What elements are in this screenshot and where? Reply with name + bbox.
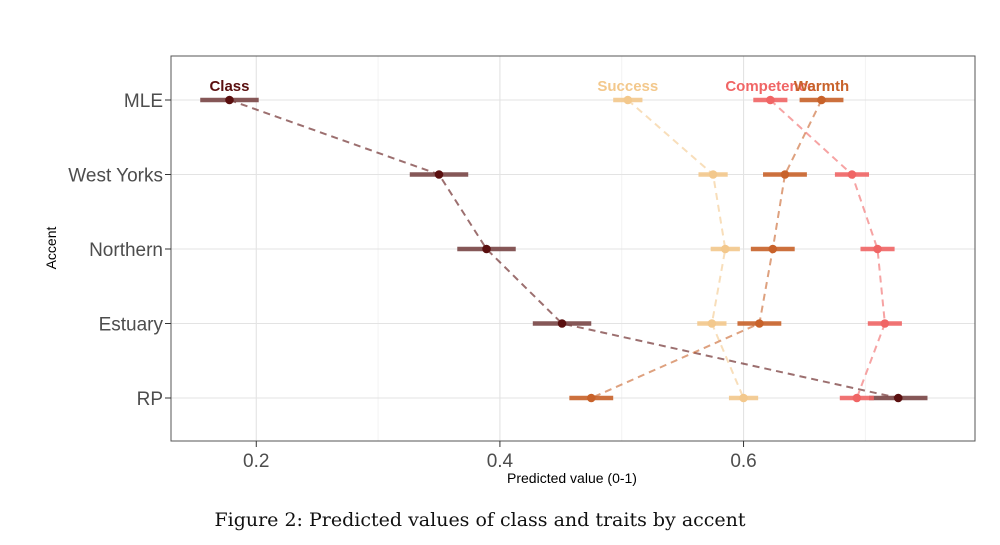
success-connector-line bbox=[627, 99, 745, 399]
y-tick-label: MLE bbox=[124, 91, 163, 112]
warmth-point bbox=[768, 244, 778, 254]
competence-point bbox=[873, 244, 882, 254]
x-tick-label: 0.6 bbox=[730, 451, 756, 472]
competence-series-label: Competence bbox=[725, 78, 815, 95]
warmth-point bbox=[755, 319, 764, 328]
class-point bbox=[434, 170, 444, 179]
competence-connector-line bbox=[769, 99, 886, 399]
class-point bbox=[225, 95, 234, 105]
y-tick-label: Estuary bbox=[99, 315, 164, 336]
warmth-point bbox=[586, 393, 596, 403]
grid-layer bbox=[171, 56, 975, 441]
class-point bbox=[893, 393, 903, 403]
warmth-series-label: Warmth bbox=[794, 78, 849, 95]
data-layer bbox=[200, 95, 928, 403]
success-point bbox=[623, 95, 633, 105]
x-tick-label: 0.4 bbox=[487, 451, 514, 472]
y-tick-label: Northern bbox=[89, 240, 163, 261]
figure-caption: Figure 2: Predicted values of class and … bbox=[214, 509, 746, 531]
x-tick-label: 0.2 bbox=[243, 451, 269, 472]
success-point bbox=[720, 244, 730, 254]
y-tick-label: RP bbox=[137, 389, 163, 410]
competence-point bbox=[847, 170, 857, 179]
y-axis-title: Accent bbox=[43, 226, 59, 269]
success-point bbox=[739, 393, 748, 403]
success-point bbox=[707, 319, 717, 328]
class-series-label: Class bbox=[209, 78, 249, 95]
class-connector-line bbox=[229, 99, 899, 399]
x-axis-title: Predicted value (0-1) bbox=[507, 470, 637, 486]
warmth-point bbox=[780, 170, 790, 179]
axis-layer: MLE West Yorks Northern Estuary RP 0.2 0.4 0.6 bbox=[68, 55, 976, 472]
success-series-label: Success bbox=[597, 78, 658, 95]
warmth-point bbox=[817, 95, 826, 105]
competence-point bbox=[766, 95, 775, 105]
competence-point bbox=[852, 393, 862, 403]
success-point bbox=[708, 170, 718, 179]
competence-point bbox=[880, 319, 890, 328]
class-point bbox=[557, 319, 567, 328]
class-point bbox=[482, 244, 491, 254]
y-tick-label: West Yorks bbox=[68, 166, 163, 187]
